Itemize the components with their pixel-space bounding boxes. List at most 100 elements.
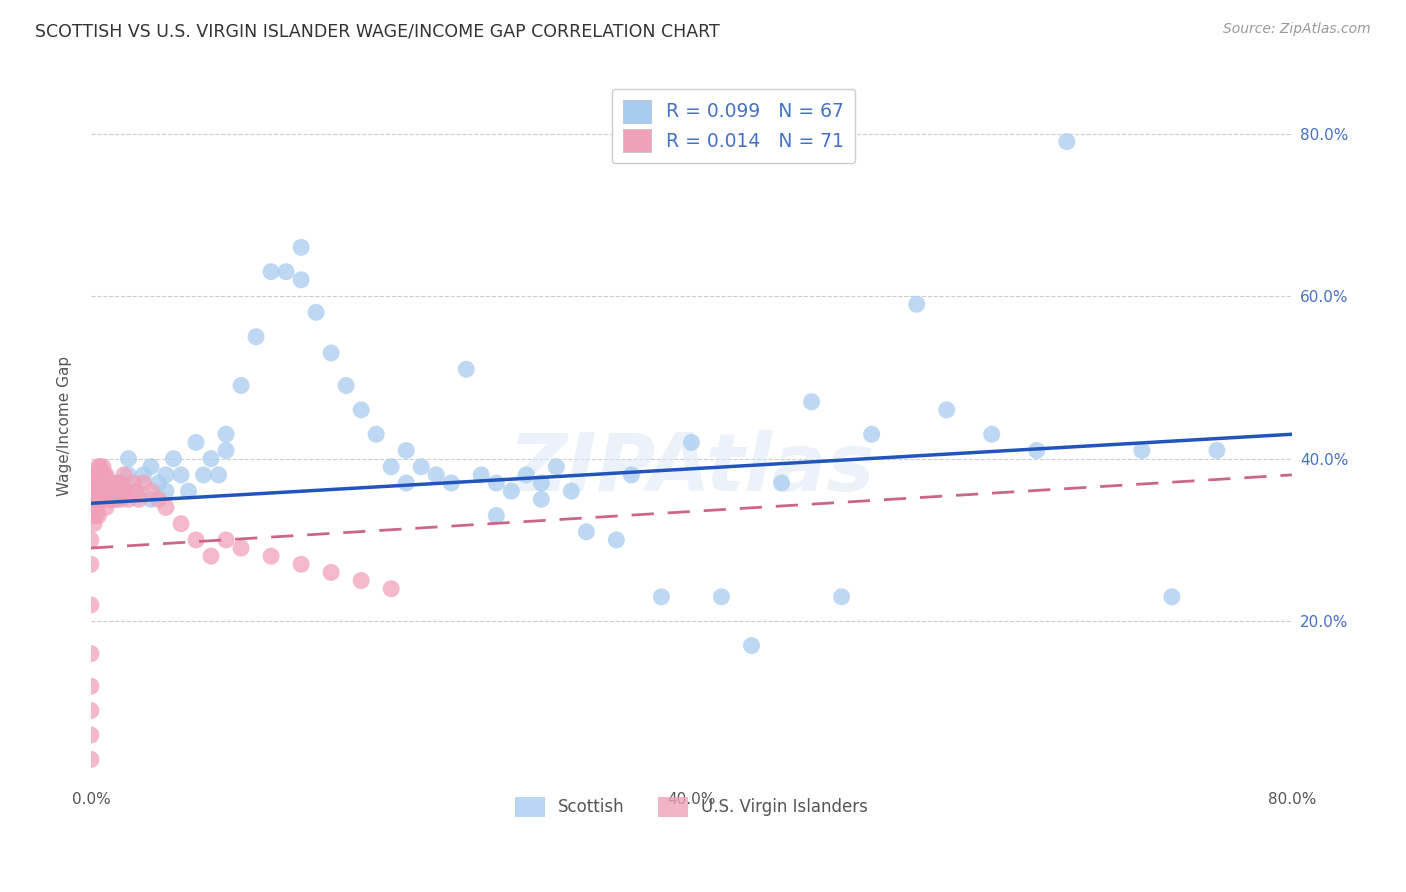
Point xyxy=(80,752,103,766)
Point xyxy=(905,297,928,311)
Point xyxy=(117,492,139,507)
Point xyxy=(546,459,568,474)
Point xyxy=(229,541,252,555)
Point xyxy=(90,484,112,499)
Point xyxy=(215,533,238,547)
Text: SCOTTISH VS U.S. VIRGIN ISLANDER WAGE/INCOME GAP CORRELATION CHART: SCOTTISH VS U.S. VIRGIN ISLANDER WAGE/IN… xyxy=(35,22,720,40)
Point xyxy=(935,402,957,417)
Point xyxy=(103,476,125,491)
Point xyxy=(93,484,115,499)
Point xyxy=(83,500,105,515)
Point xyxy=(260,265,283,279)
Point xyxy=(170,467,193,482)
Point xyxy=(200,549,222,564)
Point xyxy=(86,467,108,482)
Point xyxy=(366,427,388,442)
Point xyxy=(155,500,177,515)
Point xyxy=(770,476,793,491)
Point xyxy=(395,476,418,491)
Point xyxy=(80,679,103,693)
Point xyxy=(245,329,267,343)
Point xyxy=(1160,590,1182,604)
Point xyxy=(104,484,127,499)
Point xyxy=(100,484,122,499)
Point xyxy=(89,476,111,491)
Point xyxy=(80,533,103,547)
Point xyxy=(350,574,373,588)
Point xyxy=(411,459,433,474)
Point xyxy=(122,476,145,491)
Point xyxy=(96,492,118,507)
Point xyxy=(193,467,215,482)
Point xyxy=(800,394,823,409)
Point xyxy=(501,484,523,499)
Text: Source: ZipAtlas.com: Source: ZipAtlas.com xyxy=(1223,22,1371,37)
Point xyxy=(620,467,643,482)
Point xyxy=(290,240,312,254)
Point xyxy=(184,435,207,450)
Point xyxy=(170,516,193,531)
Point xyxy=(101,492,124,507)
Point xyxy=(94,467,117,482)
Point xyxy=(111,484,134,499)
Point xyxy=(305,305,328,319)
Point xyxy=(86,484,108,499)
Point xyxy=(84,492,107,507)
Point xyxy=(83,492,105,507)
Point xyxy=(485,508,508,523)
Point xyxy=(290,558,312,572)
Point xyxy=(83,467,105,482)
Point xyxy=(110,476,132,491)
Point xyxy=(139,484,162,499)
Point xyxy=(94,484,117,499)
Point xyxy=(425,467,447,482)
Point xyxy=(741,639,763,653)
Point xyxy=(110,492,132,507)
Point xyxy=(184,533,207,547)
Point xyxy=(395,443,418,458)
Point xyxy=(274,265,297,279)
Point xyxy=(125,484,148,499)
Point xyxy=(148,492,170,507)
Point xyxy=(1130,443,1153,458)
Point xyxy=(84,508,107,523)
Point xyxy=(470,467,492,482)
Point xyxy=(80,558,103,572)
Point xyxy=(80,598,103,612)
Point xyxy=(681,435,703,450)
Point xyxy=(80,647,103,661)
Point xyxy=(105,492,128,507)
Point xyxy=(560,484,582,499)
Point xyxy=(128,492,150,507)
Point xyxy=(91,492,114,507)
Point xyxy=(980,427,1002,442)
Point xyxy=(148,476,170,491)
Point xyxy=(860,427,883,442)
Point xyxy=(1056,135,1078,149)
Point xyxy=(94,500,117,515)
Point xyxy=(155,467,177,482)
Point xyxy=(650,590,672,604)
Legend: Scottish, U.S. Virgin Islanders: Scottish, U.S. Virgin Islanders xyxy=(506,789,876,825)
Point xyxy=(440,476,463,491)
Point xyxy=(290,273,312,287)
Point xyxy=(1025,443,1047,458)
Point xyxy=(515,467,537,482)
Point xyxy=(229,378,252,392)
Point xyxy=(91,459,114,474)
Point xyxy=(103,492,125,507)
Point xyxy=(132,476,155,491)
Point xyxy=(456,362,478,376)
Point xyxy=(89,459,111,474)
Point xyxy=(83,476,105,491)
Point xyxy=(215,427,238,442)
Point xyxy=(117,467,139,482)
Point xyxy=(87,459,110,474)
Point xyxy=(107,476,129,491)
Point xyxy=(108,484,131,499)
Point xyxy=(530,492,553,507)
Text: ZIPAtlas: ZIPAtlas xyxy=(509,430,875,508)
Point xyxy=(200,451,222,466)
Point xyxy=(97,492,120,507)
Point xyxy=(112,467,135,482)
